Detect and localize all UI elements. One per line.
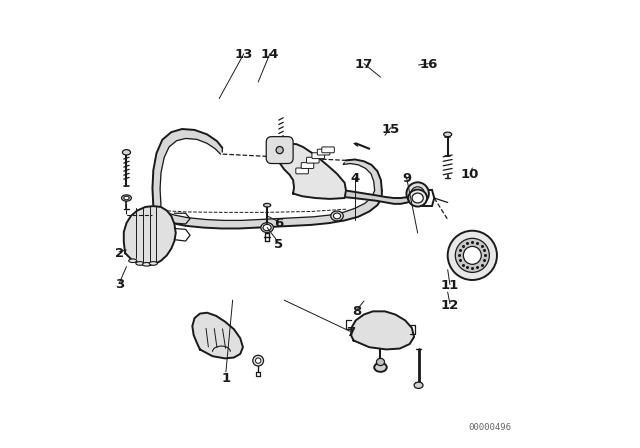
Polygon shape (152, 190, 382, 228)
Ellipse shape (122, 195, 131, 201)
Text: 17: 17 (355, 58, 373, 72)
Text: 6: 6 (274, 216, 284, 230)
Ellipse shape (412, 193, 423, 203)
Text: 15: 15 (381, 122, 400, 136)
Text: 5: 5 (274, 237, 284, 251)
Polygon shape (152, 129, 222, 207)
Ellipse shape (374, 363, 387, 372)
Ellipse shape (122, 150, 131, 155)
Circle shape (253, 355, 264, 366)
Circle shape (255, 358, 261, 363)
Polygon shape (351, 311, 414, 349)
Text: 13: 13 (235, 48, 253, 61)
Ellipse shape (129, 259, 137, 263)
Polygon shape (345, 190, 418, 204)
Ellipse shape (264, 203, 271, 207)
Ellipse shape (333, 213, 340, 219)
FancyBboxPatch shape (266, 137, 293, 164)
Polygon shape (124, 206, 176, 265)
Ellipse shape (444, 132, 452, 137)
Ellipse shape (261, 223, 273, 233)
Ellipse shape (124, 196, 129, 200)
FancyBboxPatch shape (317, 149, 330, 155)
Ellipse shape (149, 262, 157, 265)
FancyBboxPatch shape (301, 163, 314, 168)
Polygon shape (343, 159, 382, 190)
Text: 1: 1 (221, 372, 230, 385)
Ellipse shape (408, 190, 427, 207)
Circle shape (463, 246, 481, 264)
FancyBboxPatch shape (307, 157, 319, 163)
Polygon shape (278, 143, 346, 199)
Polygon shape (192, 313, 243, 358)
Circle shape (276, 146, 284, 154)
FancyBboxPatch shape (322, 147, 334, 153)
Circle shape (406, 182, 429, 205)
FancyBboxPatch shape (296, 168, 308, 174)
Text: 10: 10 (461, 168, 479, 181)
Text: 11: 11 (441, 279, 459, 293)
Text: 8: 8 (352, 305, 362, 318)
Ellipse shape (376, 358, 385, 366)
Circle shape (455, 238, 490, 272)
Text: 00000496: 00000496 (468, 423, 512, 432)
Ellipse shape (331, 211, 343, 221)
FancyBboxPatch shape (312, 153, 324, 159)
Ellipse shape (414, 382, 423, 388)
Ellipse shape (143, 263, 150, 266)
Text: 3: 3 (115, 278, 124, 291)
Text: 16: 16 (419, 58, 438, 72)
Text: 9: 9 (402, 172, 411, 185)
Ellipse shape (263, 224, 271, 231)
Text: 14: 14 (260, 48, 279, 61)
Text: 4: 4 (350, 172, 360, 185)
Ellipse shape (136, 262, 144, 265)
Circle shape (448, 231, 497, 280)
Circle shape (411, 187, 424, 200)
Text: 2: 2 (115, 246, 124, 260)
Text: 12: 12 (441, 299, 459, 312)
Text: 7: 7 (346, 326, 355, 339)
